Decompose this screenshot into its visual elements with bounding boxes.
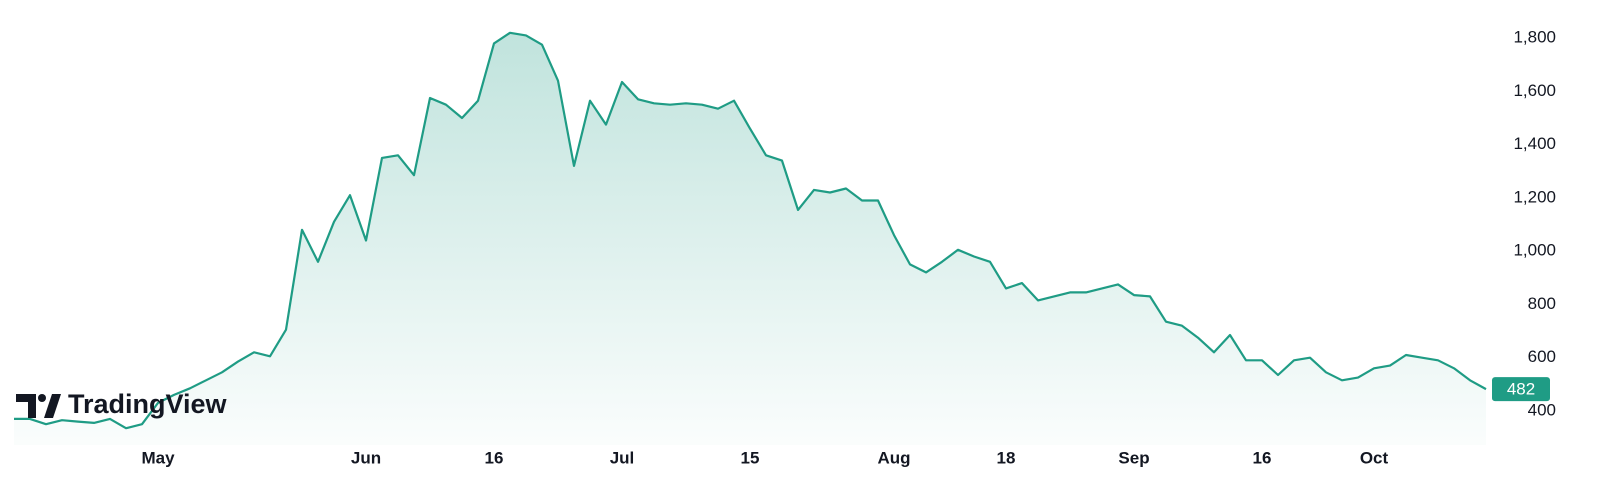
x-tick-label: 18: [997, 448, 1016, 467]
x-tick-label: Jun: [351, 448, 381, 467]
x-tick-label: 15: [741, 448, 760, 467]
y-tick-label: 1,200: [1513, 187, 1556, 206]
y-tick-label: 1,600: [1513, 81, 1556, 100]
logo-icon: [38, 394, 46, 402]
y-tick-label: 1,000: [1513, 241, 1556, 260]
x-tick-label: Aug: [877, 448, 910, 467]
x-tick-label: May: [141, 448, 175, 467]
x-tick-label: Sep: [1118, 448, 1149, 467]
logo-icon: [44, 394, 61, 418]
x-tick-label: 16: [485, 448, 504, 467]
last-value-box: [1492, 377, 1550, 402]
brand: TradingView: [68, 389, 228, 419]
area-fill: [14, 32, 1486, 446]
logo: TradingView: [16, 389, 228, 419]
y-tick-label: 400: [1528, 400, 1556, 419]
x-tick-label: 16: [1253, 448, 1272, 467]
y-tick-label: 1,800: [1513, 28, 1556, 47]
x-tick-label: Jul: [610, 448, 635, 467]
last-value-label: 482: [1507, 380, 1535, 399]
y-tick-label: 600: [1528, 347, 1556, 366]
y-tick-label: 800: [1528, 294, 1556, 313]
y-tick-label: 1,400: [1513, 134, 1556, 153]
logo-icon: [16, 394, 36, 418]
x-tick-label: Oct: [1360, 448, 1389, 467]
line: [14, 31, 1487, 430]
